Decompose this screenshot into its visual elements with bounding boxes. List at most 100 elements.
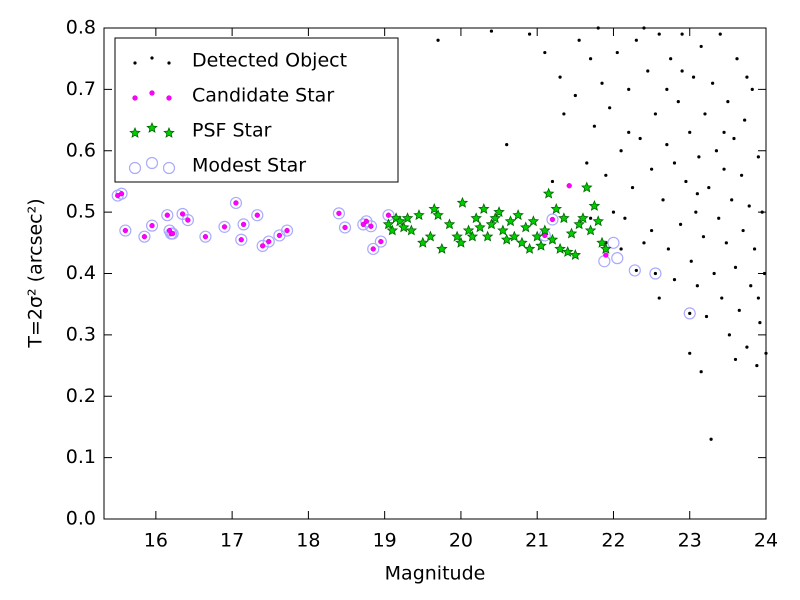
psf-star: [527, 215, 540, 227]
psf-star: [424, 230, 437, 242]
modest-star: [138, 230, 151, 243]
psf-star: [504, 215, 517, 227]
detected-object: [732, 136, 736, 141]
detected-object: [720, 296, 724, 300]
psf-star: [584, 224, 597, 236]
psf-star: [394, 215, 406, 227]
psf-star: [558, 212, 570, 224]
y-tick-label: 0.7: [66, 78, 96, 100]
detected-object: [733, 357, 738, 362]
psf-star: [561, 245, 574, 257]
modest-star: [162, 161, 176, 175]
candidate-star: [259, 243, 266, 249]
psf-star: [542, 187, 555, 199]
candidate-star: [118, 191, 125, 197]
detected-object: [665, 87, 669, 91]
modest-star: [251, 209, 264, 222]
psf-star: [520, 221, 532, 233]
detected-object: [709, 437, 713, 441]
modest-star: [332, 207, 346, 220]
detected-object: [739, 173, 744, 177]
detected-object: [133, 61, 137, 65]
detected-object: [701, 235, 706, 239]
psf-star: [497, 224, 509, 236]
y-tick-label: 0.5: [66, 201, 96, 223]
detected-object: [750, 87, 754, 91]
psf-star: [397, 221, 410, 233]
candidate-star: [368, 223, 374, 229]
detected-object: [657, 32, 661, 36]
psf-star: [539, 224, 551, 236]
candidate-star: [164, 212, 170, 218]
x-tick-label: 20: [449, 530, 473, 552]
detected-object: [592, 124, 596, 128]
detected-object: [737, 308, 741, 312]
detected-object: [150, 56, 154, 60]
detected-object: [661, 198, 665, 202]
psf-star: [129, 126, 141, 138]
detected-object: [577, 38, 581, 42]
candidate-star: [266, 238, 272, 245]
x-tick-label: 16: [144, 530, 168, 552]
detected-object: [653, 271, 658, 276]
modest-star: [598, 255, 611, 268]
detected-object: [611, 210, 616, 214]
detected-object: [756, 155, 760, 159]
detected-object: [600, 81, 604, 85]
detected-object: [627, 87, 631, 91]
detected-object: [691, 75, 696, 79]
candidate-star: [378, 238, 384, 245]
modest-star: [145, 219, 159, 232]
detected-object: [672, 161, 677, 165]
x-axis-label: Magnitude: [385, 563, 486, 585]
detected-object: [680, 32, 684, 36]
candidate-star: [185, 217, 191, 223]
detected-object: [717, 216, 721, 220]
modest-star: [145, 156, 159, 170]
modest-star: [235, 233, 248, 246]
detected-object: [619, 149, 623, 153]
modest-star: [229, 196, 243, 210]
detected-object: [694, 210, 698, 214]
candidate-star: [149, 222, 155, 229]
candidate-star: [603, 252, 609, 258]
detected-object: [699, 44, 703, 49]
detected-object: [634, 268, 638, 273]
modest-star: [262, 235, 275, 248]
psf-star: [456, 196, 469, 208]
detected-object: [743, 118, 747, 122]
detected-object: [703, 112, 707, 116]
detected-object: [505, 143, 509, 147]
detected-object: [630, 185, 635, 190]
detected-object: [665, 143, 669, 147]
psf-star: [500, 233, 513, 245]
detected-object: [695, 192, 699, 196]
psf-star: [546, 233, 559, 245]
detected-object: [543, 50, 547, 55]
psf-star: [600, 242, 612, 254]
candidate-star: [149, 90, 155, 96]
detected-object: [558, 75, 562, 79]
candidate-star: [363, 218, 370, 224]
detected-object: [550, 179, 555, 184]
y-axis-label: T=2σ² (arcsec²): [25, 198, 47, 348]
modest-star: [166, 227, 179, 240]
psf-star: [512, 209, 524, 221]
x-tick-label: 18: [296, 530, 320, 552]
detected-object: [726, 100, 730, 104]
modest-star: [649, 267, 662, 280]
psf-star: [474, 221, 486, 233]
detected-object: [562, 112, 566, 116]
legend-box: [114, 37, 399, 183]
y-tick-label: 0.2: [66, 385, 96, 407]
detected-object: [638, 136, 642, 141]
detected-object: [678, 222, 683, 226]
detected-object: [688, 311, 692, 315]
x-tick-label: 17: [220, 530, 244, 552]
y-tick-label: 0.0: [66, 508, 96, 530]
candidate-star: [169, 230, 176, 237]
psf-star: [417, 236, 429, 248]
modest-star: [607, 236, 620, 249]
psf-star: [146, 121, 158, 133]
y-tick-label: 0.8: [66, 17, 96, 39]
